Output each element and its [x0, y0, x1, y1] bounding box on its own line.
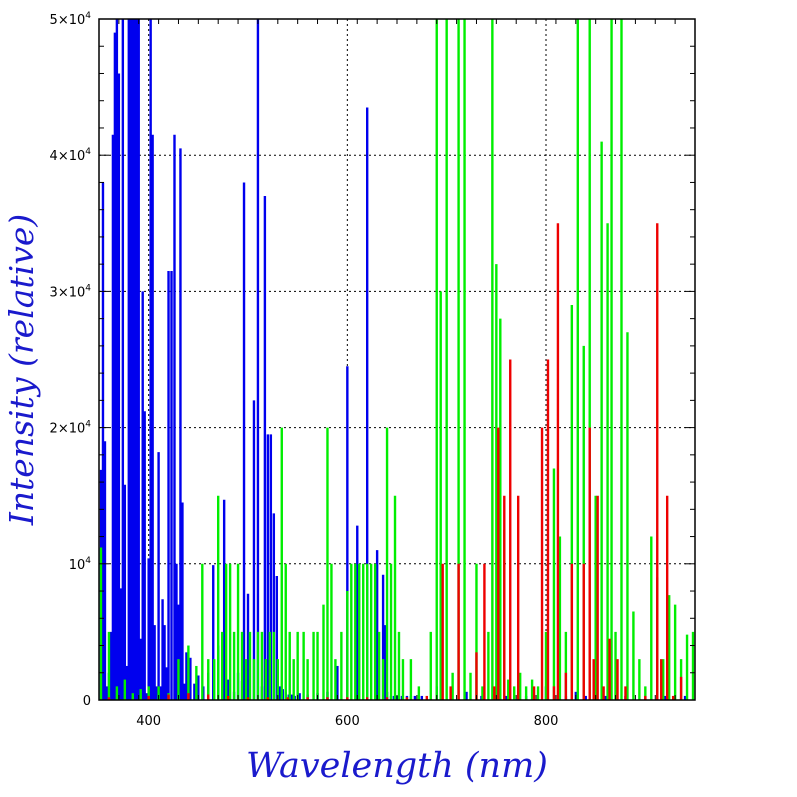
x-tick-label: 600	[335, 714, 360, 729]
y-tick-label: 104	[69, 556, 92, 573]
y-tick-label: 4×104	[50, 147, 92, 164]
tick-labels: 400 600 800 0 104 2×104 3×104 4×104 5×104	[50, 11, 559, 729]
y-tick-label: 5×104	[50, 11, 92, 28]
y-tick-label: 2×104	[50, 420, 92, 437]
y-axis-title: Intensity (relative)	[2, 214, 41, 527]
y-tick-label: 3×104	[50, 283, 92, 300]
x-axis-title: Wavelength (nm)	[246, 746, 548, 786]
x-tick-label: 400	[136, 714, 161, 729]
x-tick-label: 800	[534, 714, 559, 729]
axis-ticks	[98, 18, 696, 701]
y-tick-label: 0	[83, 694, 91, 709]
grid-lines	[99, 19, 695, 700]
spectral-lines	[99, 19, 695, 700]
plot-frame	[98, 18, 696, 701]
